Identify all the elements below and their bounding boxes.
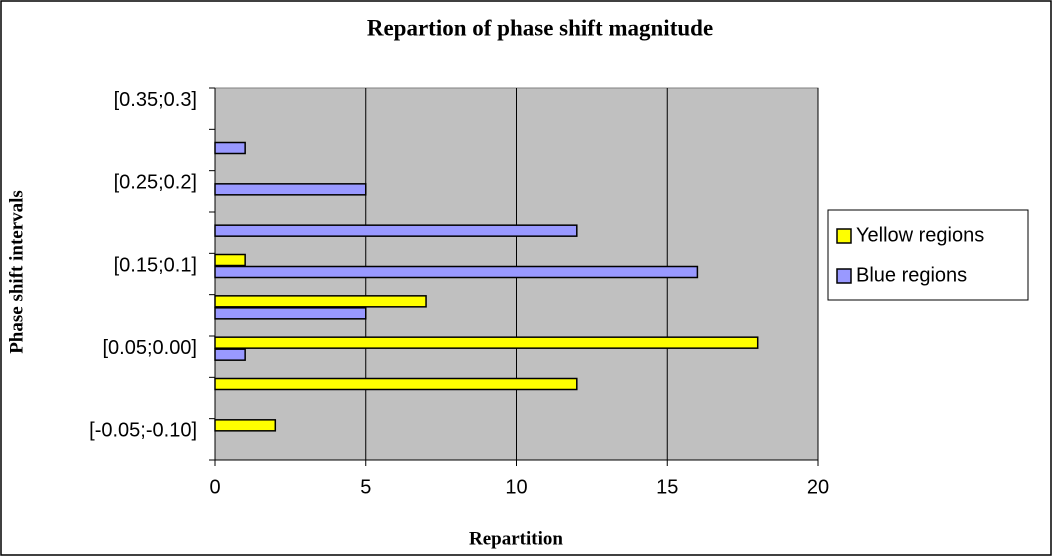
x-tick-label: 10: [505, 476, 527, 498]
bar: [214, 265, 699, 279]
bar: [214, 253, 246, 267]
y-axis-title: Phase shift intervals: [6, 190, 27, 354]
y-tick-label: [0.05;0.00]: [102, 337, 197, 359]
y-tick-label: [-0.05;-0.10]: [89, 420, 197, 442]
legend-label: Yellow regions: [856, 224, 984, 246]
bar: [214, 141, 246, 155]
y-tick-label: [0.15;0.1]: [114, 254, 197, 276]
legend-box: [827, 209, 1029, 301]
bar: [214, 307, 367, 320]
legend-swatch: [836, 228, 852, 244]
x-axis-title: Repartition: [469, 528, 563, 549]
x-tick-label: 15: [656, 476, 678, 498]
x-tick-label: 0: [209, 476, 220, 498]
legend-swatch: [836, 268, 852, 284]
chart-title: Repartion of phase shift magnitude: [367, 15, 713, 40]
bar: [214, 377, 578, 391]
y-tick-label: [0.25;0.2]: [114, 172, 197, 194]
y-tick-label: [0.35;0.3]: [114, 89, 197, 111]
bar: [214, 295, 427, 308]
bar: [214, 419, 277, 432]
legend-label: Blue regions: [856, 264, 967, 286]
bar: [214, 336, 759, 349]
x-tick-label: 20: [807, 476, 829, 498]
bar: [214, 224, 578, 237]
bar: [214, 348, 246, 361]
bar: [214, 183, 367, 196]
x-tick-label: 5: [360, 476, 371, 498]
